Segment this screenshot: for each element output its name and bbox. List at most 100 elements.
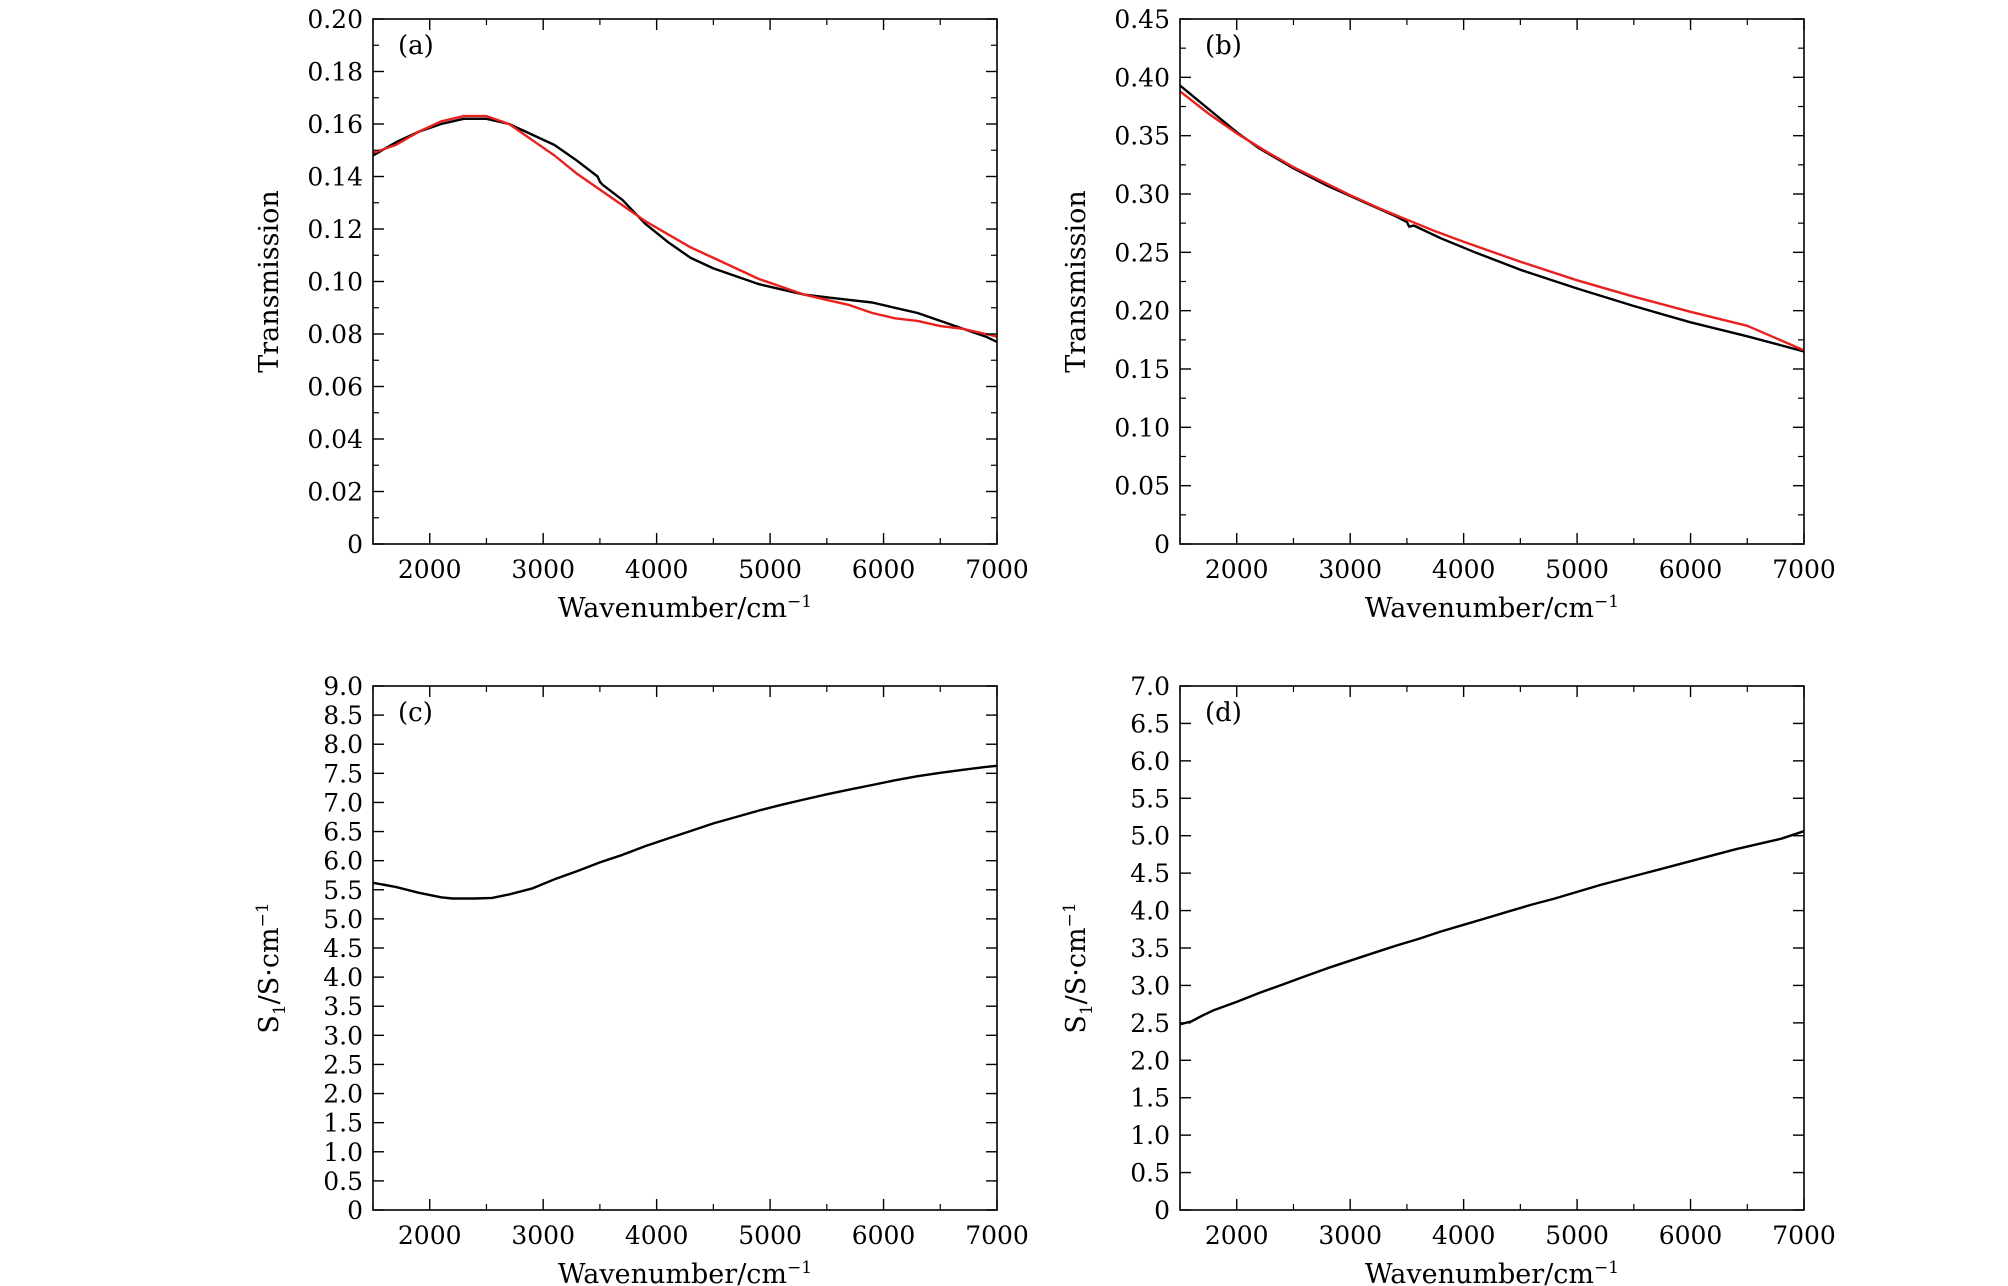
- x-tick-label: 3000: [511, 1221, 575, 1250]
- y-tick-label: 4.0: [323, 963, 363, 992]
- x-tick-label: 4000: [625, 1221, 689, 1250]
- x-tick-label: 5000: [1545, 555, 1609, 584]
- panel-d: 2000 3000 4000 5000 6000 7000 0 0.5 1.0 1.5 2.0 2.5…: [1060, 672, 1836, 1286]
- x-tick-label: 7000: [965, 555, 1029, 584]
- plot-frame: [372, 685, 998, 1211]
- x-tick-label: 3000: [1318, 555, 1382, 584]
- y-axis-title: Transmission: [254, 190, 285, 373]
- y-tick-label: 5.0: [1130, 822, 1170, 851]
- y-tick-label: 5.5: [1130, 784, 1170, 813]
- x-tick-label: 3000: [1318, 1221, 1382, 1250]
- y-tick-label: 0.20: [1114, 297, 1170, 326]
- panel-a: 2000 3000 4000 5000 6000 7000 0 0.02 0.04 0.06 0.0…: [254, 5, 1029, 624]
- x-tick-label: 7000: [1772, 555, 1836, 584]
- y-tick-label: 3.0: [323, 1021, 363, 1050]
- y-tick-label: 3.5: [323, 992, 363, 1021]
- y-tick-label: 0.04: [307, 425, 363, 454]
- y-tick-label: 9.0: [323, 672, 363, 701]
- y-tick-label: 2.0: [323, 1080, 363, 1109]
- y-tick-label: 6.0: [323, 847, 363, 876]
- series-measured-line: [372, 117, 998, 343]
- y-tick-label: 0: [347, 1196, 363, 1225]
- y-tick-label: 0.05: [1114, 472, 1170, 501]
- x-tick-label: 7000: [965, 1221, 1029, 1250]
- series-S1-line: [372, 764, 998, 900]
- y-tick-label: 4.0: [1130, 897, 1170, 926]
- x-tick-label: 5000: [738, 555, 802, 584]
- y-tick-label: 8.5: [323, 701, 363, 730]
- y-tick-label: 7.5: [323, 759, 363, 788]
- x-tick-label: 2000: [1205, 555, 1269, 584]
- x-tick-label: 6000: [1659, 1221, 1723, 1250]
- x-axis-title: Wavenumber/cm−1: [1365, 1258, 1619, 1286]
- panel-label: (b): [1205, 31, 1242, 61]
- plot-frame: [1179, 685, 1805, 1211]
- y-tick-label: 0.20: [307, 5, 363, 34]
- y-tick-label: 0.10: [307, 268, 363, 297]
- y-tick-label: 0.18: [307, 58, 363, 87]
- y-tick-label: 4.5: [323, 934, 363, 963]
- y-tick-label: 0: [347, 530, 363, 559]
- y-tick-label: 6.5: [1130, 709, 1170, 738]
- y-tick-label: 8.0: [323, 730, 363, 759]
- x-tick-label: 4000: [1432, 555, 1496, 584]
- y-tick-label: 0: [1154, 530, 1170, 559]
- y-tick-label: 7.0: [1130, 672, 1170, 701]
- x-tick-label: 5000: [1545, 1221, 1609, 1250]
- y-axis-title: S1/S·cm−1: [1060, 902, 1097, 1033]
- series-S1-line: [1179, 830, 1805, 1026]
- x-tick-label: 4000: [1432, 1221, 1496, 1250]
- series-measured-line: [1179, 84, 1805, 353]
- y-tick-label: 0.16: [307, 110, 363, 139]
- y-tick-label: 0.02: [307, 478, 363, 507]
- panel-label: (d): [1205, 698, 1242, 728]
- panel-b: 2000 3000 4000 5000 6000 7000 0 0.05 0.10 0.15 0.2…: [1061, 5, 1836, 624]
- y-tick-label: 0.15: [1114, 355, 1170, 384]
- x-tick-label: 2000: [398, 555, 462, 584]
- y-tick-label: 6.0: [1130, 747, 1170, 776]
- y-tick-label: 0.5: [1130, 1159, 1170, 1188]
- y-tick-label: 0.14: [307, 163, 363, 192]
- y-tick-label: 3.5: [1130, 934, 1170, 963]
- panel-label: (a): [398, 31, 434, 61]
- x-tick-label: 2000: [398, 1221, 462, 1250]
- x-tick-label: 6000: [1659, 555, 1723, 584]
- y-tick-label: 1.0: [323, 1138, 363, 1167]
- y-tick-label: 0: [1154, 1196, 1170, 1225]
- x-axis-title: Wavenumber/cm−1: [558, 1258, 812, 1286]
- y-tick-label: 0.25: [1114, 238, 1170, 267]
- y-tick-label: 1.5: [323, 1109, 363, 1138]
- y-tick-label: 5.5: [323, 876, 363, 905]
- y-tick-label: 0.45: [1114, 5, 1170, 34]
- y-tick-label: 0.5: [323, 1167, 363, 1196]
- series-fitted-line: [1179, 90, 1805, 352]
- panel-c: 2000 3000 4000 5000 6000 7000 00.51.01.52.02.5…: [253, 672, 1029, 1286]
- y-tick-label: 7.0: [323, 788, 363, 817]
- y-tick-label: 1.5: [1130, 1084, 1170, 1113]
- x-tick-label: 7000: [1772, 1221, 1836, 1250]
- y-tick-label: 4.5: [1130, 859, 1170, 888]
- panel-label: (c): [398, 698, 433, 728]
- y-tick-label: 0.30: [1114, 180, 1170, 209]
- y-tick-label: 5.0: [323, 905, 363, 934]
- plot-frame: [1179, 18, 1805, 545]
- y-tick-label: 3.0: [1130, 971, 1170, 1000]
- y-tick-label: 6.5: [323, 818, 363, 847]
- y-tick-label: 0.10: [1114, 413, 1170, 442]
- x-tick-label: 4000: [625, 555, 689, 584]
- y-tick-label: 2.5: [1130, 1009, 1170, 1038]
- x-tick-label: 6000: [852, 555, 916, 584]
- y-tick-label: 0.08: [307, 320, 363, 349]
- x-tick-label: 2000: [1205, 1221, 1269, 1250]
- series-fitted-line: [372, 114, 998, 338]
- y-axis-title: Transmission: [1061, 190, 1092, 373]
- y-tick-label: 1.0: [1130, 1121, 1170, 1150]
- x-tick-label: 5000: [738, 1221, 802, 1250]
- x-tick-label: 3000: [511, 555, 575, 584]
- y-axis-title: S1/S·cm−1: [253, 902, 290, 1033]
- x-axis-title: Wavenumber/cm−1: [1365, 592, 1619, 624]
- y-tick-label: 2.5: [323, 1050, 363, 1079]
- y-tick-label: 0.35: [1114, 122, 1170, 151]
- plot-frame: [372, 18, 998, 545]
